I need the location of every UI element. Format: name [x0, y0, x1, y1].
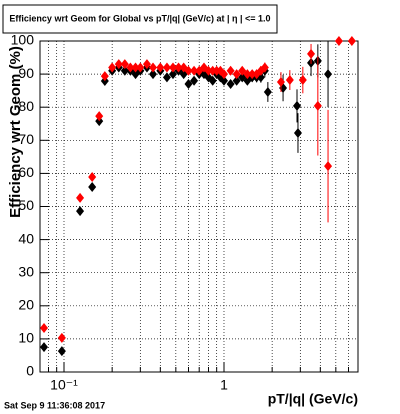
- marker: [88, 172, 97, 183]
- marker: [219, 75, 228, 86]
- y-tick-label: 90: [18, 65, 34, 81]
- y-tick-label: 70: [18, 131, 34, 147]
- marker: [285, 75, 294, 86]
- y-tick-label: 30: [18, 263, 34, 279]
- marker: [260, 62, 269, 73]
- marker: [226, 65, 235, 76]
- marker: [232, 69, 241, 80]
- marker: [276, 77, 285, 88]
- marker: [232, 75, 241, 86]
- x-axis-label: pT/|q| (GeV/c): [268, 391, 358, 407]
- marker: [324, 69, 333, 80]
- marker: [156, 62, 165, 73]
- marker: [162, 62, 171, 73]
- marker: [190, 75, 199, 86]
- marker: [40, 342, 49, 353]
- marker: [293, 100, 302, 111]
- title-box: [2, 4, 278, 34]
- marker: [57, 346, 66, 357]
- y-tick-label: 50: [18, 197, 34, 213]
- marker: [88, 181, 97, 192]
- marker: [108, 62, 117, 73]
- y-tick-label: 60: [18, 164, 34, 180]
- marker: [162, 72, 171, 83]
- marker: [298, 75, 307, 86]
- marker: [324, 161, 333, 172]
- marker: [293, 128, 302, 139]
- marker: [76, 192, 85, 203]
- marker: [95, 111, 104, 122]
- marker: [120, 59, 129, 70]
- marker: [184, 65, 193, 76]
- marker: [148, 62, 157, 73]
- marker: [243, 69, 252, 80]
- marker: [263, 86, 272, 97]
- marker: [204, 65, 213, 76]
- marker: [120, 65, 129, 76]
- marker: [142, 59, 151, 70]
- marker: [184, 79, 193, 90]
- marker: [136, 62, 145, 73]
- marker: [168, 62, 177, 73]
- marker: [57, 332, 66, 343]
- marker: [347, 36, 356, 46]
- y-tick-label: 40: [18, 230, 34, 246]
- marker: [76, 206, 85, 217]
- marker: [100, 71, 109, 82]
- x-tick-label: 10⁻¹: [50, 377, 78, 393]
- marker: [307, 48, 316, 59]
- marker: [208, 75, 217, 86]
- marker: [334, 36, 343, 46]
- marker: [148, 69, 157, 80]
- marker: [131, 62, 140, 73]
- y-tick-label: 0: [26, 363, 34, 379]
- marker: [219, 69, 228, 80]
- y-tick-label: 80: [18, 98, 34, 114]
- marker: [248, 69, 257, 80]
- marker: [114, 59, 123, 70]
- y-tick-label: 10: [18, 330, 34, 346]
- chart-title: Efficiency wrt Geom for Global vs pT/|q|…: [9, 13, 270, 23]
- marker: [168, 69, 177, 80]
- y-tick-label: 20: [18, 297, 34, 313]
- marker: [40, 322, 49, 333]
- timestamp: Sat Sep 9 11:36:08 2017: [4, 400, 105, 410]
- y-axis-label: Efficiency wrt Geom (%): [7, 46, 24, 218]
- x-tick-label: 1: [220, 377, 228, 393]
- marker: [313, 100, 322, 111]
- y-tick-label: 100: [11, 32, 35, 48]
- marker: [174, 62, 183, 73]
- plot-frame: [39, 40, 359, 373]
- marker: [190, 65, 199, 76]
- marker: [226, 79, 235, 90]
- marker: [126, 62, 135, 73]
